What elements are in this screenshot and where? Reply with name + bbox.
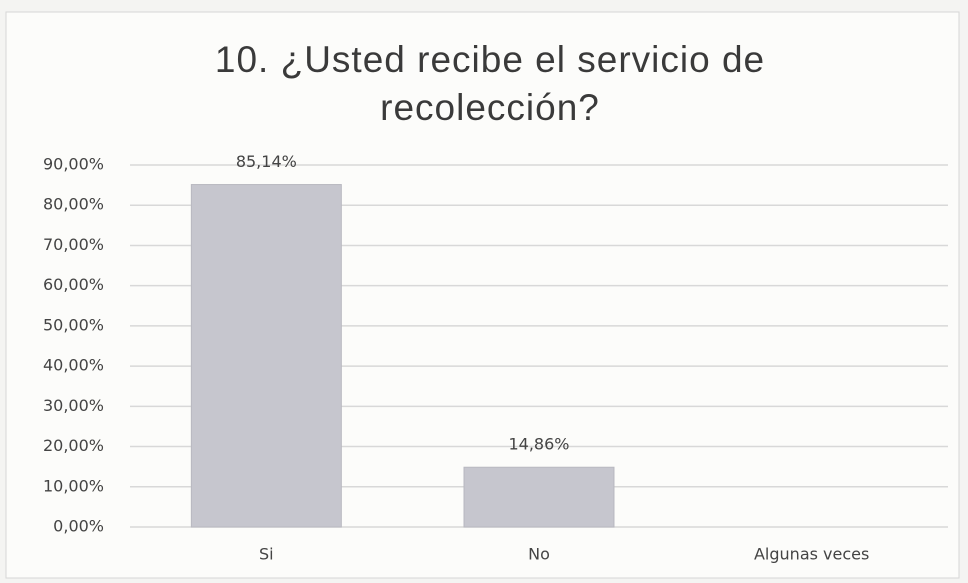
- x-tick-label: No: [528, 545, 550, 564]
- y-tick-label: 60,00%: [43, 275, 104, 294]
- chart-title: 10. ¿Usted recibe el servicio de recolec…: [214, 39, 766, 128]
- y-tick-label: 10,00%: [43, 476, 104, 495]
- y-tick-label: 80,00%: [43, 195, 104, 214]
- x-tick-label: Algunas veces: [754, 545, 869, 564]
- bar: [190, 184, 342, 528]
- y-tick-label: 40,00%: [43, 356, 104, 375]
- data-label: 14,86%: [508, 435, 569, 454]
- data-label: 85,14%: [236, 152, 297, 171]
- bar: [463, 466, 615, 528]
- y-tick-label: 30,00%: [43, 396, 104, 415]
- y-tick-label: 90,00%: [43, 155, 104, 174]
- y-tick-label: 0,00%: [53, 517, 104, 536]
- y-tick-label: 50,00%: [43, 315, 104, 334]
- x-tick-label: Si: [259, 545, 274, 564]
- y-tick-label: 20,00%: [43, 436, 104, 455]
- y-tick-label: 70,00%: [43, 235, 104, 254]
